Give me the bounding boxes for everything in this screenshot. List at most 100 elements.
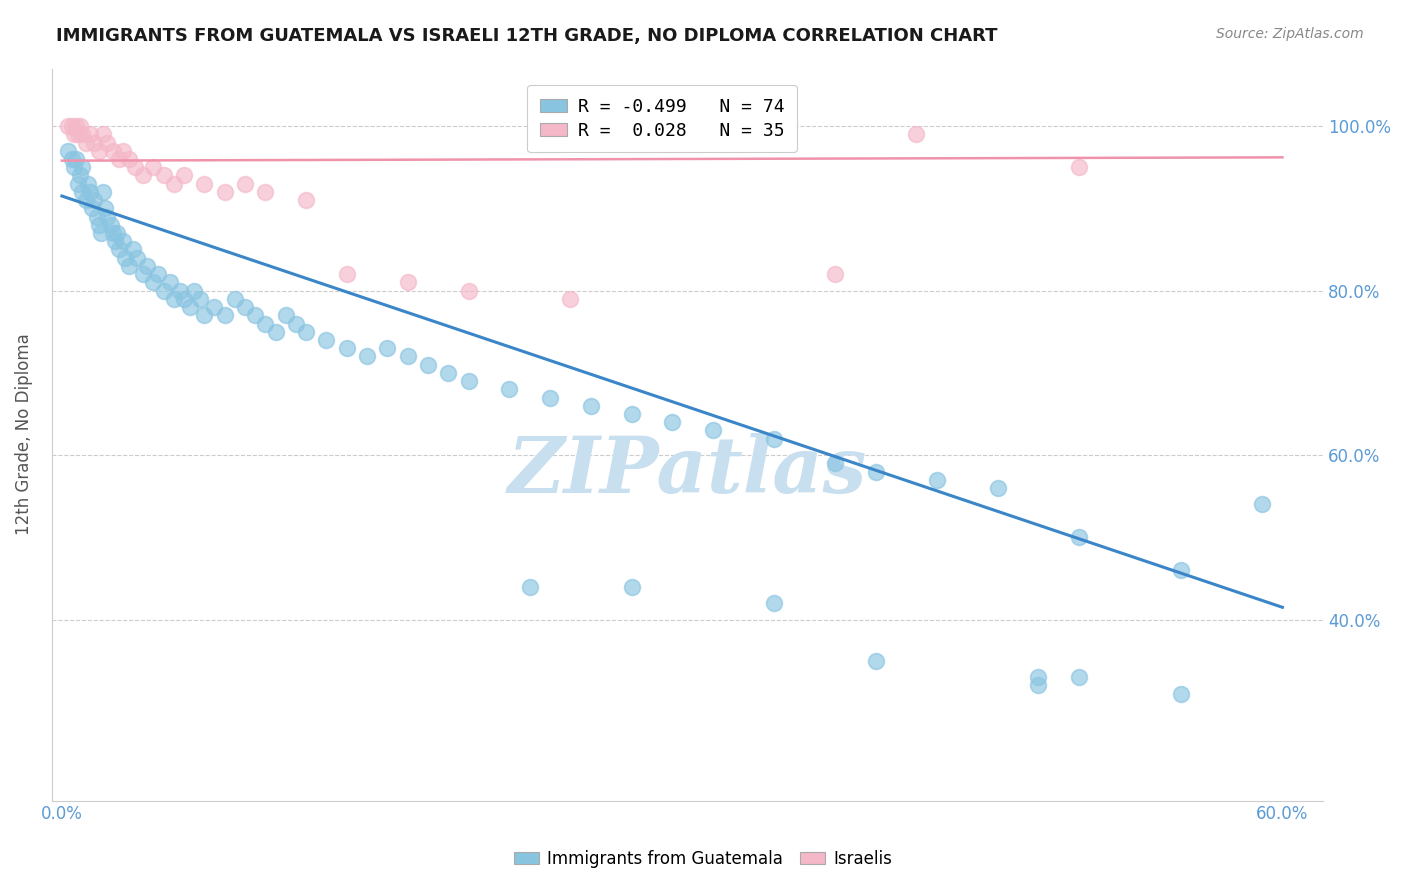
- Israelis: [193, 177, 215, 191]
- Immigrants from Guatemala: [1170, 563, 1192, 577]
- Immigrants from Guatemala: [82, 202, 104, 216]
- Immigrants from Guatemala: [579, 399, 602, 413]
- Israelis: [96, 136, 118, 150]
- Text: ZIPatlas: ZIPatlas: [508, 433, 868, 509]
- Immigrants from Guatemala: [83, 193, 105, 207]
- Immigrants from Guatemala: [169, 284, 191, 298]
- Israelis: [336, 267, 359, 281]
- Immigrants from Guatemala: [108, 243, 131, 257]
- Immigrants from Guatemala: [356, 350, 378, 364]
- Israelis: [118, 152, 141, 166]
- Israelis: [124, 160, 146, 174]
- Israelis: [214, 185, 236, 199]
- Israelis: [72, 128, 94, 142]
- Immigrants from Guatemala: [824, 456, 846, 470]
- Israelis: [108, 152, 131, 166]
- Immigrants from Guatemala: [132, 267, 155, 281]
- Immigrants from Guatemala: [315, 333, 337, 347]
- Immigrants from Guatemala: [1067, 530, 1090, 544]
- Immigrants from Guatemala: [661, 415, 683, 429]
- Israelis: [67, 128, 90, 142]
- Immigrants from Guatemala: [1028, 670, 1050, 684]
- Immigrants from Guatemala: [159, 276, 181, 290]
- Israelis: [163, 177, 186, 191]
- Immigrants from Guatemala: [377, 341, 399, 355]
- Immigrants from Guatemala: [142, 276, 165, 290]
- Israelis: [295, 193, 318, 207]
- Immigrants from Guatemala: [72, 185, 94, 199]
- Israelis: [101, 144, 124, 158]
- Immigrants from Guatemala: [1170, 687, 1192, 701]
- Israelis: [396, 276, 419, 290]
- Immigrants from Guatemala: [214, 308, 236, 322]
- Immigrants from Guatemala: [437, 366, 460, 380]
- Israelis: [254, 185, 277, 199]
- Immigrants from Guatemala: [127, 251, 149, 265]
- Immigrants from Guatemala: [90, 226, 112, 240]
- Immigrants from Guatemala: [702, 424, 724, 438]
- Immigrants from Guatemala: [91, 185, 114, 199]
- Israelis: [75, 136, 97, 150]
- Immigrants from Guatemala: [538, 391, 561, 405]
- Israelis: [111, 144, 134, 158]
- Immigrants from Guatemala: [1251, 498, 1274, 512]
- Immigrants from Guatemala: [60, 152, 83, 166]
- Israelis: [1067, 160, 1090, 174]
- Immigrants from Guatemala: [620, 407, 643, 421]
- Immigrants from Guatemala: [416, 358, 439, 372]
- Immigrants from Guatemala: [865, 465, 887, 479]
- Immigrants from Guatemala: [519, 580, 541, 594]
- Immigrants from Guatemala: [264, 325, 287, 339]
- Immigrants from Guatemala: [183, 284, 205, 298]
- Israelis: [173, 169, 195, 183]
- Immigrants from Guatemala: [72, 160, 94, 174]
- Immigrants from Guatemala: [86, 210, 108, 224]
- Immigrants from Guatemala: [193, 308, 215, 322]
- Immigrants from Guatemala: [1067, 670, 1090, 684]
- Legend: Immigrants from Guatemala, Israelis: Immigrants from Guatemala, Israelis: [508, 844, 898, 875]
- Immigrants from Guatemala: [56, 144, 79, 158]
- Israelis: [132, 169, 155, 183]
- Immigrants from Guatemala: [284, 317, 307, 331]
- Israelis: [63, 128, 86, 142]
- Immigrants from Guatemala: [224, 292, 246, 306]
- Immigrants from Guatemala: [122, 243, 145, 257]
- Immigrants from Guatemala: [93, 202, 115, 216]
- Immigrants from Guatemala: [336, 341, 359, 355]
- Immigrants from Guatemala: [118, 259, 141, 273]
- Immigrants from Guatemala: [865, 654, 887, 668]
- Immigrants from Guatemala: [204, 300, 226, 314]
- Immigrants from Guatemala: [457, 374, 479, 388]
- Immigrants from Guatemala: [498, 382, 520, 396]
- Israelis: [79, 128, 101, 142]
- Israelis: [91, 128, 114, 142]
- Israelis: [824, 267, 846, 281]
- Immigrants from Guatemala: [136, 259, 159, 273]
- Immigrants from Guatemala: [67, 177, 90, 191]
- Immigrants from Guatemala: [254, 317, 277, 331]
- Israelis: [152, 169, 174, 183]
- Israelis: [905, 128, 928, 142]
- Immigrants from Guatemala: [96, 210, 118, 224]
- Immigrants from Guatemala: [101, 226, 124, 240]
- Immigrants from Guatemala: [233, 300, 256, 314]
- Immigrants from Guatemala: [925, 473, 948, 487]
- Immigrants from Guatemala: [295, 325, 318, 339]
- Immigrants from Guatemala: [243, 308, 266, 322]
- Immigrants from Guatemala: [762, 432, 785, 446]
- Immigrants from Guatemala: [152, 284, 174, 298]
- Y-axis label: 12th Grade, No Diploma: 12th Grade, No Diploma: [15, 334, 32, 535]
- Immigrants from Guatemala: [114, 251, 136, 265]
- Israelis: [560, 292, 582, 306]
- Immigrants from Guatemala: [1028, 678, 1050, 692]
- Israelis: [56, 119, 79, 133]
- Immigrants from Guatemala: [105, 226, 128, 240]
- Immigrants from Guatemala: [396, 350, 419, 364]
- Immigrants from Guatemala: [65, 152, 87, 166]
- Immigrants from Guatemala: [762, 596, 785, 610]
- Israelis: [83, 136, 105, 150]
- Text: Source: ZipAtlas.com: Source: ZipAtlas.com: [1216, 27, 1364, 41]
- Immigrants from Guatemala: [111, 234, 134, 248]
- Immigrants from Guatemala: [69, 169, 91, 183]
- Immigrants from Guatemala: [188, 292, 211, 306]
